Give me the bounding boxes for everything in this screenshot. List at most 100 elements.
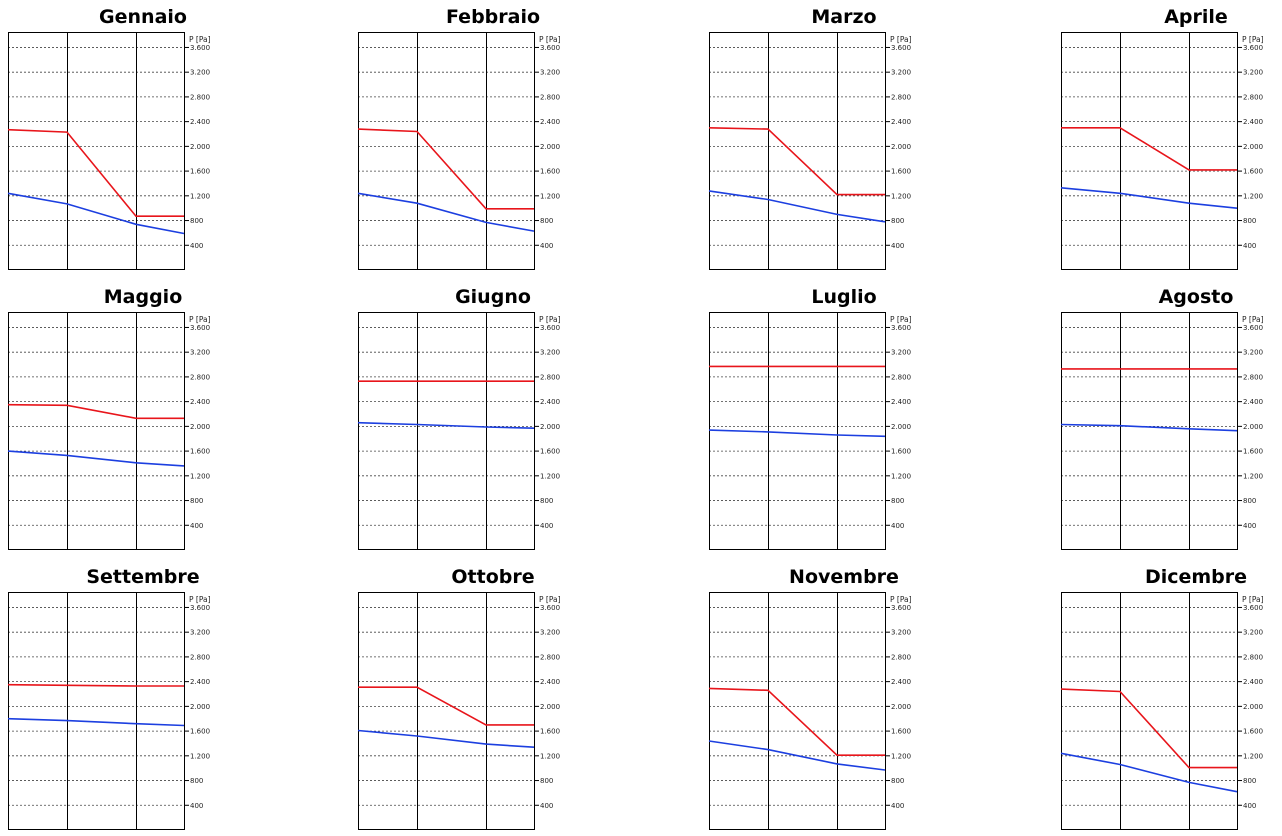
y-tick-label: 3.200 bbox=[190, 69, 210, 77]
y-tick-label: 2.400 bbox=[540, 678, 560, 686]
chart-plot: 400 800 1.200 1.600 2.000 2.400 2.800 3.200 3.60… bbox=[1060, 312, 1264, 550]
y-tick-label: 2.000 bbox=[1243, 703, 1263, 711]
y-tick-label: 1.600 bbox=[190, 728, 210, 736]
y-tick-label: 3.600 bbox=[540, 324, 560, 332]
y-tick-label: 2.400 bbox=[190, 118, 210, 126]
y-tick-label: 2.400 bbox=[891, 118, 911, 126]
y-tick-label: 2.400 bbox=[190, 398, 210, 406]
chart-plot: 400 800 1.200 1.600 2.000 2.400 2.800 3.200 3.60… bbox=[7, 32, 211, 270]
y-tick-label: 3.600 bbox=[891, 604, 911, 612]
y-axis-label: P [Pa] bbox=[1242, 35, 1264, 44]
y-tick-label: 400 bbox=[1243, 802, 1256, 810]
y-tick-label: 400 bbox=[540, 242, 553, 250]
y-tick-label: 2.800 bbox=[190, 653, 210, 661]
y-tick-label: 1.200 bbox=[190, 192, 210, 200]
y-tick-label: 2.800 bbox=[190, 373, 210, 381]
chart-plot: 400 800 1.200 1.600 2.000 2.400 2.800 3.200 3.60… bbox=[357, 32, 561, 270]
y-tick-label: 400 bbox=[540, 802, 553, 810]
y-tick-label: 1.600 bbox=[1243, 448, 1263, 456]
series-line-blue bbox=[708, 190, 886, 223]
chart-panel-giugno: Giugno 400 800 1.200 1.600 2.000 2.400 2.800 3.2… bbox=[357, 286, 668, 556]
y-tick-label: 2.400 bbox=[540, 118, 560, 126]
y-tick-label: 1.200 bbox=[540, 192, 560, 200]
y-axis-label: P [Pa] bbox=[189, 595, 211, 604]
y-tick-label: 2.000 bbox=[891, 143, 911, 151]
series-line-red bbox=[357, 128, 534, 210]
y-tick-label: 3.600 bbox=[1243, 44, 1263, 52]
y-tick-label: 2.400 bbox=[1243, 398, 1263, 406]
y-axis-label: P [Pa] bbox=[539, 595, 561, 604]
y-tick-label: 1.200 bbox=[540, 752, 560, 760]
y-tick-label: 400 bbox=[891, 522, 904, 530]
y-tick-label: 3.200 bbox=[891, 629, 911, 637]
y-tick-label: 2.400 bbox=[540, 398, 560, 406]
chart-panel-luglio: Luglio 400 800 1.200 1.600 2.000 2.400 2.800 3.2… bbox=[708, 286, 1019, 556]
y-tick-label: 2.800 bbox=[540, 93, 560, 101]
chart-plot: 400 800 1.200 1.600 2.000 2.400 2.800 3.200 3.60… bbox=[708, 32, 912, 270]
y-tick-label: 3.200 bbox=[1243, 349, 1263, 357]
chart-plot: 400 800 1.200 1.600 2.000 2.400 2.800 3.200 3.60… bbox=[357, 592, 561, 830]
y-tick-label: 2.000 bbox=[891, 703, 911, 711]
y-tick-label: 1.600 bbox=[1243, 728, 1263, 736]
y-tick-label: 1.600 bbox=[540, 448, 560, 456]
y-tick-label: 2.000 bbox=[1243, 143, 1263, 151]
y-tick-label: 1.600 bbox=[190, 168, 210, 176]
y-tick-label: 3.600 bbox=[891, 44, 911, 52]
chart-panel-aprile: Aprile 400 800 1.200 1.600 2.000 2.400 2.800 3.2… bbox=[1060, 6, 1282, 276]
series-line-blue bbox=[708, 740, 886, 771]
series-line-blue bbox=[357, 729, 535, 748]
y-tick-label: 3.200 bbox=[540, 629, 560, 637]
y-tick-label: 800 bbox=[1243, 497, 1256, 505]
y-axis-label: P [Pa] bbox=[539, 35, 561, 44]
y-tick-label: 2.400 bbox=[190, 678, 210, 686]
chart-plot: 400 800 1.200 1.600 2.000 2.400 2.800 3.200 3.60… bbox=[708, 592, 912, 830]
y-tick-label: 2.800 bbox=[891, 93, 911, 101]
series-line-blue bbox=[357, 192, 535, 232]
y-tick-label: 1.200 bbox=[540, 472, 560, 480]
y-tick-label: 2.800 bbox=[1243, 373, 1263, 381]
y-tick-label: 3.200 bbox=[190, 349, 210, 357]
y-tick-label: 1.200 bbox=[891, 472, 911, 480]
series-line-blue bbox=[7, 192, 185, 235]
y-tick-label: 1.200 bbox=[891, 752, 911, 760]
y-tick-label: 800 bbox=[540, 497, 553, 505]
series-line-blue bbox=[7, 717, 185, 727]
chart-plot: 400 800 1.200 1.600 2.000 2.400 2.800 3.200 3.60… bbox=[708, 312, 912, 550]
chart-title: Dicembre bbox=[1144, 566, 1248, 588]
y-tick-label: 3.600 bbox=[540, 604, 560, 612]
series-line-red bbox=[1061, 127, 1237, 171]
y-tick-label: 3.600 bbox=[190, 604, 210, 612]
y-tick-label: 1.600 bbox=[891, 168, 911, 176]
y-tick-label: 2.000 bbox=[540, 143, 560, 151]
y-tick-label: 1.600 bbox=[540, 168, 560, 176]
y-tick-label: 800 bbox=[190, 217, 203, 225]
chart-panel-gennaio: Gennaio 400 800 1.200 1.600 2.000 2.400 2.800 3.… bbox=[7, 6, 318, 276]
y-axis-label: P [Pa] bbox=[189, 35, 211, 44]
y-tick-label: 1.200 bbox=[1243, 192, 1263, 200]
y-tick-label: 800 bbox=[1243, 217, 1256, 225]
chart-plot: 400 800 1.200 1.600 2.000 2.400 2.800 3.200 3.60… bbox=[7, 592, 211, 830]
series-line-red bbox=[7, 128, 184, 217]
y-tick-label: 400 bbox=[1243, 522, 1256, 530]
y-tick-label: 800 bbox=[891, 497, 904, 505]
series-line-red bbox=[708, 127, 885, 196]
y-tick-label: 1.200 bbox=[190, 472, 210, 480]
y-tick-label: 2.000 bbox=[190, 703, 210, 711]
y-tick-label: 2.800 bbox=[540, 653, 560, 661]
chart-panel-febbraio: Febbraio 400 800 1.200 1.600 2.000 2.400 2.800 3… bbox=[357, 6, 668, 276]
series-line-blue bbox=[7, 450, 185, 467]
y-tick-label: 2.400 bbox=[891, 678, 911, 686]
y-tick-label: 400 bbox=[891, 802, 904, 810]
y-tick-label: 3.200 bbox=[1243, 69, 1263, 77]
chart-title: Febbraio bbox=[445, 6, 541, 28]
y-tick-label: 400 bbox=[190, 522, 203, 530]
series-line-blue bbox=[1060, 187, 1238, 209]
y-tick-label: 800 bbox=[190, 777, 203, 785]
y-tick-label: 1.600 bbox=[540, 728, 560, 736]
y-tick-label: 1.200 bbox=[1243, 472, 1263, 480]
chart-panel-novembre: Novembre 400 800 1.200 1.600 2.000 2.400 2.800 3… bbox=[708, 566, 1019, 836]
chart-panel-ottobre: Ottobre 400 800 1.200 1.600 2.000 2.400 2.800 3.… bbox=[357, 566, 668, 836]
y-axis-label: P [Pa] bbox=[890, 315, 912, 324]
y-tick-label: 400 bbox=[891, 242, 904, 250]
y-tick-label: 400 bbox=[540, 522, 553, 530]
